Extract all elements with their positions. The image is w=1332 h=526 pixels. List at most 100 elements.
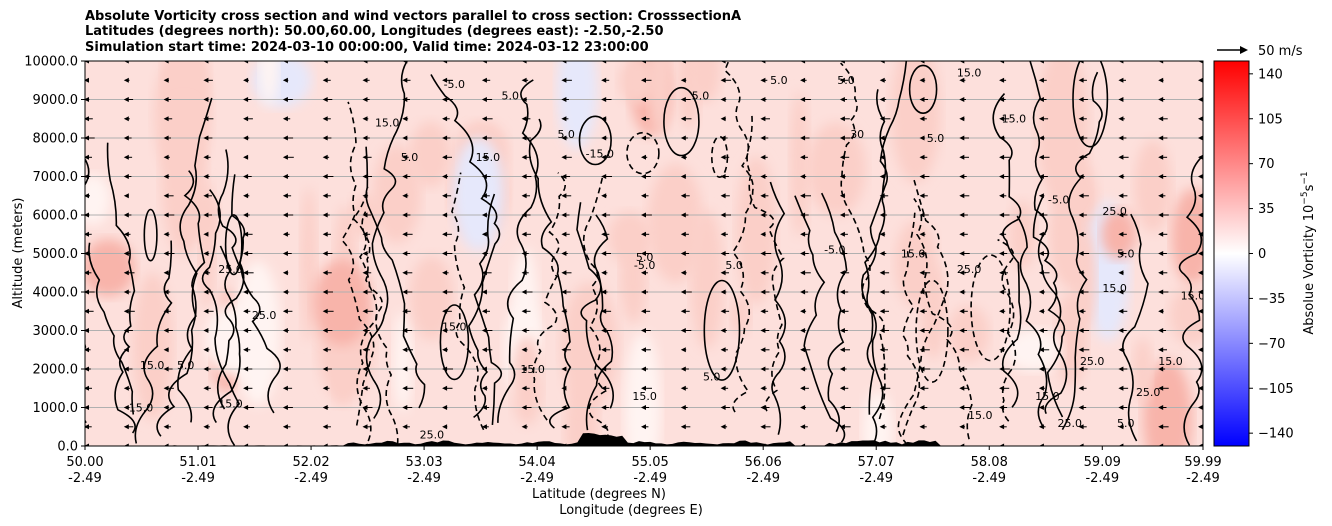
wind-vector-head: [1158, 193, 1164, 199]
wind-vector-head: [760, 231, 766, 237]
wind-vector-head: [839, 366, 845, 372]
wind-vector-head: [362, 212, 368, 218]
field-blob: [690, 209, 724, 349]
wind-vector-head: [839, 154, 845, 160]
wind-vector-head: [959, 308, 965, 314]
wind-vector-head: [999, 61, 1005, 64]
wind-vector-head: [839, 270, 845, 276]
x-tick-label-latitude: 58.08: [971, 455, 1008, 470]
x-tick-label-latitude: 53.03: [405, 455, 442, 470]
wind-vector-head: [322, 270, 328, 276]
wind-vector-head: [1078, 347, 1084, 353]
contour-loop: [626, 131, 660, 175]
wind-vector-head: [282, 443, 288, 446]
wind-vector-head: [959, 77, 965, 83]
wind-vector-head: [999, 328, 1005, 333]
contour-label: -15.0: [586, 147, 614, 160]
wind-vector-head: [163, 443, 169, 446]
wind-vector-head: [521, 154, 527, 160]
wind-vector-head: [481, 61, 487, 64]
wind-vector-head: [1078, 251, 1084, 256]
wind-vector-head: [85, 193, 89, 199]
wind-vector-head: [163, 154, 169, 160]
field-blob: [259, 61, 279, 106]
contour-line: [1061, 71, 1103, 431]
wind-vector-head: [243, 270, 249, 276]
x-tick-label-latitude: 51.01: [179, 455, 216, 470]
wind-vector-head: [1198, 116, 1203, 122]
x-tick-label-longitude: -2.49: [633, 471, 667, 486]
contour-loop: [663, 86, 700, 157]
contour-line: [820, 192, 848, 433]
contour-label: 5.0: [401, 151, 419, 164]
wind-vector-head: [442, 116, 448, 122]
wind-vector-head: [561, 308, 567, 314]
wind-vector-head: [1158, 61, 1164, 64]
wind-vector-head: [720, 77, 726, 83]
wind-vector-head: [203, 193, 209, 199]
wind-vector-head: [203, 347, 209, 353]
wind-vector-head: [641, 77, 646, 83]
contour-line-negative: [897, 179, 949, 446]
contour-label: 5.0: [502, 90, 520, 103]
wind-vector-head: [481, 347, 487, 353]
wind-vector-head: [760, 77, 766, 83]
wind-vector-head: [123, 116, 129, 122]
wind-vector-head: [322, 61, 328, 64]
wind-vector-head: [680, 174, 686, 179]
wind-vector-head: [839, 97, 845, 102]
wind-vector-head: [442, 97, 448, 102]
wind-vector-head: [720, 193, 726, 199]
wind-vector-head: [203, 231, 209, 237]
wind-vector-head: [561, 77, 567, 83]
y-tick-label: 1000.0: [33, 401, 79, 416]
wind-vector-head: [362, 270, 368, 276]
wind-vector-head: [481, 366, 487, 372]
wind-vector-head: [879, 347, 885, 353]
wind-vector-head: [442, 174, 448, 179]
wind-vector-head: [680, 251, 686, 256]
wind-vector-head: [561, 328, 567, 333]
wind-vector-head: [521, 289, 527, 295]
x-tick-label-longitude: -2.49: [746, 471, 780, 486]
contour-label: -5.0: [824, 244, 845, 257]
wind-vector-head: [680, 193, 686, 199]
wind-vector-head: [1038, 212, 1044, 218]
wind-vector-head: [282, 135, 288, 141]
y-axis: 0.0 1000.0 2000.0 3000.0 4000.0 5000.0 6000.0 7…: [24, 55, 85, 455]
wind-vector-head: [601, 174, 607, 179]
wind-vector-head: [243, 328, 249, 333]
wind-vector-head: [1198, 135, 1203, 141]
wind-vector-head: [1078, 328, 1084, 333]
wind-vector-head: [800, 212, 806, 218]
wind-vector-head: [561, 289, 567, 295]
wind-vector-head: [123, 212, 129, 218]
wind-vector-head: [641, 366, 646, 372]
contour-line: [585, 214, 614, 431]
wind-vector-head: [203, 270, 209, 276]
x-axis-label-longitude: Longitude (degrees E): [559, 503, 703, 518]
wind-vector-head: [282, 308, 288, 314]
contour-line: [1016, 215, 1048, 427]
wind-vector-head: [720, 251, 726, 256]
wind-vector-head: [85, 366, 89, 372]
wind-vector-head: [879, 385, 885, 391]
wind-vector-head: [1198, 270, 1203, 276]
wind-vector-head: [282, 405, 288, 410]
wind-vector-head: [561, 424, 567, 430]
wind-vector-head: [839, 231, 845, 237]
wind-vector-head: [919, 154, 925, 160]
wind-vector-head: [243, 443, 249, 446]
x-tick-label-longitude: -2.49: [68, 471, 102, 486]
wind-vector-head: [561, 366, 567, 372]
wind-vector-head: [1158, 231, 1164, 237]
wind-vector-head: [85, 97, 89, 102]
wind-vector-head: [720, 61, 726, 64]
wind-vector-head: [1158, 347, 1164, 353]
wind-vector-head: [322, 328, 328, 333]
contour-label: 25.0: [1136, 386, 1161, 399]
contour-label: 25.0: [252, 309, 277, 322]
contour-line: [365, 61, 409, 419]
wind-vector-head: [1158, 366, 1164, 372]
wind-vector-head: [521, 366, 527, 372]
